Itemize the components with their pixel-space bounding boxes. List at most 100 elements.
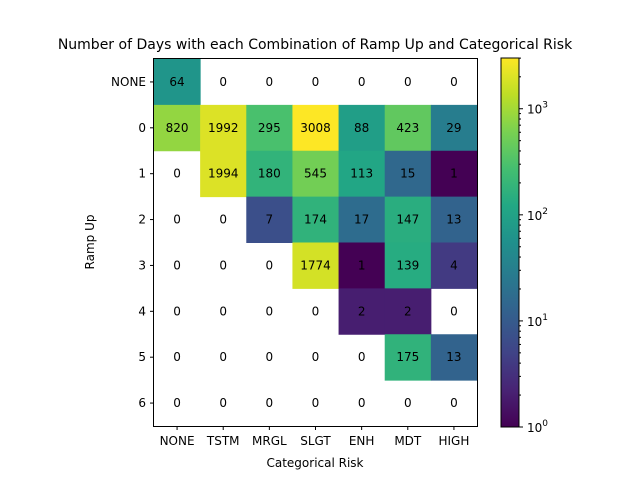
cell-value-label: 295 bbox=[258, 121, 281, 135]
cell-value-label: 147 bbox=[396, 213, 419, 227]
x-tick-label: MDT bbox=[394, 434, 422, 448]
heatmap-cell bbox=[292, 242, 340, 289]
chart-title: Number of Days with each Combination of … bbox=[58, 37, 573, 53]
cell-value-label: 0 bbox=[312, 304, 320, 318]
heatmap-cell bbox=[430, 104, 478, 152]
heatmap-cell bbox=[292, 196, 340, 243]
heatmap-cell bbox=[200, 104, 247, 152]
x-axis: NONE TSTM MRGL SLGT ENH MDT HIGH bbox=[160, 426, 469, 448]
cell-value-label: 0 bbox=[173, 213, 181, 227]
y-tick-label: 6 bbox=[138, 396, 146, 410]
heatmap-cell bbox=[430, 196, 478, 243]
heatmap-cell bbox=[200, 150, 247, 198]
cell-value-label: 820 bbox=[166, 121, 189, 135]
cell-value-label: 0 bbox=[358, 350, 366, 364]
heatmap-cell bbox=[430, 150, 478, 198]
cell-value-label: 1992 bbox=[208, 121, 239, 135]
heatmap-cell bbox=[154, 104, 201, 152]
heatmap-cell bbox=[338, 150, 386, 198]
cell-value-label: 17 bbox=[354, 213, 369, 227]
cell-value-label: 0 bbox=[404, 396, 412, 410]
cell-value-label: 0 bbox=[173, 258, 181, 272]
cell-value-label: 0 bbox=[266, 75, 274, 89]
heatmap-cell bbox=[384, 150, 432, 198]
cell-value-label: 0 bbox=[266, 258, 274, 272]
cell-value-label: 0 bbox=[450, 396, 458, 410]
colorbar-ticks: 100 101 102 103 bbox=[519, 57, 548, 435]
cell-value-label: 1994 bbox=[208, 167, 239, 181]
cell-value-label: 13 bbox=[446, 213, 461, 227]
cell-value-label: 0 bbox=[266, 396, 274, 410]
y-axis: NONE 0 1 2 3 4 5 6 bbox=[111, 75, 154, 410]
cell-value-label: 0 bbox=[450, 304, 458, 318]
cell-value-label: 0 bbox=[312, 350, 320, 364]
heatmap-cell bbox=[246, 104, 293, 152]
cell-value-label: 1 bbox=[450, 167, 458, 181]
heatmap-cell bbox=[338, 288, 386, 335]
cell-value-label: 0 bbox=[219, 213, 227, 227]
cell-value-label: 0 bbox=[219, 396, 227, 410]
cell-value-label: 0 bbox=[450, 75, 458, 89]
heatmap-cell bbox=[292, 150, 340, 198]
cell-value-label: 139 bbox=[396, 258, 419, 272]
cell-value-label: 2 bbox=[358, 304, 366, 318]
heatmap-cell bbox=[338, 104, 386, 152]
cell-value-label: 423 bbox=[396, 121, 419, 135]
y-tick-label: 3 bbox=[138, 258, 146, 272]
cell-value-label: 0 bbox=[173, 396, 181, 410]
cell-value-label: 545 bbox=[304, 167, 327, 181]
cell-value-label: 2 bbox=[404, 304, 412, 318]
x-tick-label: NONE bbox=[160, 434, 195, 448]
cell-value-label: 175 bbox=[396, 350, 419, 364]
cell-value-label: 29 bbox=[446, 121, 461, 135]
heatmap-cell bbox=[338, 196, 386, 243]
cell-value-label: 180 bbox=[258, 167, 281, 181]
colorbar-tick-label: 103 bbox=[527, 101, 548, 117]
cell-value-label: 88 bbox=[354, 121, 369, 135]
x-tick-label: SLGT bbox=[300, 434, 331, 448]
cell-value-label: 0 bbox=[358, 75, 366, 89]
x-tick-label: MRGL bbox=[252, 434, 287, 448]
cell-value-label: 0 bbox=[312, 75, 320, 89]
cell-value-label: 0 bbox=[173, 304, 181, 318]
cell-value-label: 0 bbox=[358, 396, 366, 410]
y-tick-label: 0 bbox=[138, 121, 146, 135]
colorbar-tick-label: 101 bbox=[527, 313, 548, 329]
heatmap-cell bbox=[384, 288, 432, 335]
y-tick-label: 1 bbox=[138, 167, 146, 181]
cell-value-label: 7 bbox=[266, 213, 274, 227]
heatmap-cell bbox=[246, 150, 293, 198]
cell-value-label: 0 bbox=[173, 167, 181, 181]
cell-value-label: 174 bbox=[304, 213, 327, 227]
cell-value-label: 0 bbox=[266, 304, 274, 318]
colorbar-tick-label: 102 bbox=[527, 207, 548, 223]
cell-value-label: 0 bbox=[219, 75, 227, 89]
x-tick-label: TSTM bbox=[206, 434, 240, 448]
cell-value-label: 15 bbox=[400, 167, 415, 181]
heatmap-cell bbox=[246, 196, 293, 243]
cell-value-label: 0 bbox=[219, 304, 227, 318]
heatmap-cell bbox=[384, 196, 432, 243]
y-axis-label: Ramp Up bbox=[83, 215, 97, 270]
cell-value-label: 1 bbox=[358, 258, 366, 272]
cell-value-label: 0 bbox=[312, 396, 320, 410]
heatmap-cell bbox=[338, 242, 386, 289]
y-tick-label: 2 bbox=[138, 213, 146, 227]
cell-value-label: 3008 bbox=[300, 121, 331, 135]
x-tick-label: ENH bbox=[349, 434, 375, 448]
cell-value-labels: 64 0 0 0 0 0 0 820 1992 295 3008 88 423 29 0 1994 180 545… bbox=[166, 75, 462, 410]
heatmap-cell bbox=[384, 334, 432, 381]
colorbar-tick-label: 100 bbox=[527, 419, 548, 435]
cell-value-label: 0 bbox=[219, 258, 227, 272]
cell-value-label: 0 bbox=[266, 350, 274, 364]
heatmap-cell bbox=[430, 242, 478, 289]
cell-value-label: 0 bbox=[404, 75, 412, 89]
cell-value-label: 0 bbox=[219, 350, 227, 364]
heatmap-cells bbox=[154, 59, 478, 381]
cell-value-label: 1774 bbox=[300, 258, 331, 272]
heatmap-cell bbox=[384, 104, 432, 152]
y-tick-label: 5 bbox=[138, 350, 146, 364]
x-tick-label: HIGH bbox=[438, 434, 469, 448]
y-tick-label: NONE bbox=[111, 75, 146, 89]
